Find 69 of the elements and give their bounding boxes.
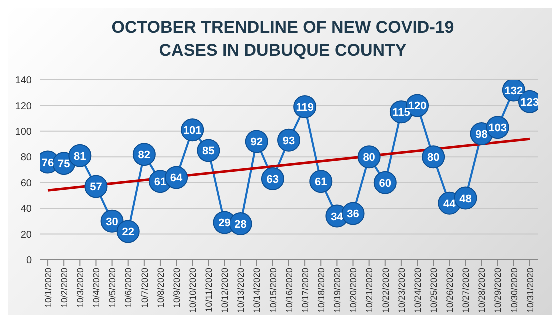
data-label: 60 <box>379 178 392 190</box>
x-tick-label: 10/26/2020 <box>445 268 456 314</box>
x-tick-label: 10/15/2020 <box>268 268 278 314</box>
data-label: 103 <box>488 122 508 135</box>
y-tick-label: 60 <box>20 178 32 190</box>
x-tick-label: 10/3/2020 <box>76 268 86 308</box>
x-tick-label: 10/2/2020 <box>59 268 70 308</box>
x-tick-label: 10/27/2020 <box>461 268 472 314</box>
data-label: 92 <box>250 136 263 149</box>
data-label: 64 <box>170 172 184 185</box>
data-label: 98 <box>476 129 488 141</box>
data-label: 57 <box>90 182 102 194</box>
data-label: 76 <box>42 157 54 170</box>
data-label: 82 <box>138 150 151 162</box>
x-tick-label: 10/12/2020 <box>220 268 230 314</box>
data-label: 22 <box>122 226 134 239</box>
x-tick-label: 10/19/2020 <box>332 268 343 314</box>
data-label: 36 <box>347 208 360 221</box>
x-tick-label: 10/1/2020 <box>43 268 54 308</box>
x-tick-label: 10/16/2020 <box>284 268 294 314</box>
data-label: 132 <box>504 85 524 98</box>
x-tick-label: 10/18/2020 <box>316 268 327 314</box>
x-tick-label: 10/23/2020 <box>396 268 407 314</box>
x-tick-label: 10/9/2020 <box>172 268 182 308</box>
x-tick-label: 10/22/2020 <box>380 268 391 314</box>
y-tick-label: 80 <box>20 152 32 164</box>
data-label: 85 <box>202 146 215 158</box>
data-label: 61 <box>154 176 167 189</box>
x-tick-label: 10/25/2020 <box>428 268 439 314</box>
chart-title: OCTOBER TRENDLINE OF NEW COVID-19 CASES IN DUBUQUE COUNTY <box>110 17 456 62</box>
data-label: 34 <box>331 211 344 224</box>
x-tick-label: 10/24/2020 <box>412 268 423 314</box>
data-label: 80 <box>363 152 376 164</box>
x-tick-label: 10/17/2020 <box>300 268 310 314</box>
x-tick-label: 10/14/2020 <box>252 268 262 314</box>
y-tick-label: 20 <box>20 230 32 241</box>
data-label: 75 <box>58 158 70 171</box>
x-tick-label: 10/8/2020 <box>156 268 166 308</box>
x-tick-label: 10/10/2020 <box>188 268 198 314</box>
x-tick-label: 10/31/2020 <box>525 268 536 314</box>
x-tick-label: 10/13/2020 <box>236 268 246 314</box>
x-tick-label: 10/21/2020 <box>364 268 375 314</box>
data-label: 119 <box>296 102 314 114</box>
data-label: 48 <box>460 193 472 206</box>
x-tick-label: 10/11/2020 <box>204 268 214 312</box>
x-tick-label: 10/30/2020 <box>509 268 520 314</box>
y-tick-label: 40 <box>20 204 32 216</box>
data-label: 80 <box>427 152 440 164</box>
x-tick-label: 10/6/2020 <box>124 268 134 308</box>
data-label: 101 <box>183 125 202 138</box>
y-tick-label: 140 <box>15 76 32 87</box>
data-label: 29 <box>218 218 231 230</box>
x-tick-label: 10/20/2020 <box>348 268 359 314</box>
data-label: 30 <box>106 216 118 228</box>
data-label: 63 <box>266 174 280 186</box>
x-tick-label: 10/5/2020 <box>108 268 118 308</box>
data-label: 93 <box>282 135 296 148</box>
y-tick-label: 0 <box>26 256 32 267</box>
y-tick-label: 100 <box>15 126 32 138</box>
data-label: 115 <box>392 107 410 120</box>
data-label: 44 <box>444 198 457 210</box>
y-tick-label: 120 <box>15 101 32 112</box>
data-label: 28 <box>234 219 247 231</box>
x-tick-label: 10/29/2020 <box>493 268 504 314</box>
x-tick-label: 10/4/2020 <box>92 268 102 308</box>
data-label: 81 <box>74 150 86 163</box>
data-label: 61 <box>315 176 328 189</box>
x-tick-label: 10/28/2020 <box>477 268 488 314</box>
x-tick-label: 10/7/2020 <box>140 268 150 308</box>
